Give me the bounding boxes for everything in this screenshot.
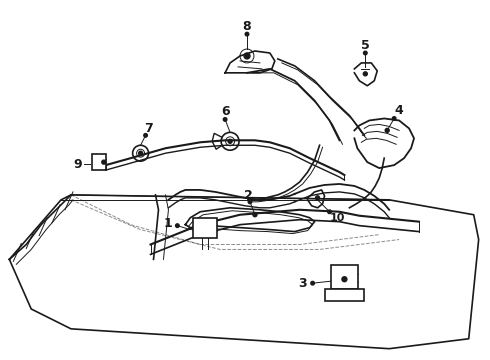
Circle shape (228, 139, 232, 143)
FancyBboxPatch shape (92, 154, 106, 170)
Circle shape (253, 213, 257, 217)
Text: 1: 1 (163, 217, 172, 230)
Circle shape (102, 160, 106, 164)
Circle shape (363, 72, 368, 76)
Circle shape (342, 277, 347, 282)
Text: 2: 2 (244, 189, 252, 202)
Circle shape (311, 282, 315, 285)
Circle shape (392, 117, 396, 120)
Text: 6: 6 (221, 105, 229, 118)
Circle shape (244, 53, 250, 59)
Circle shape (316, 196, 319, 200)
Circle shape (364, 51, 367, 55)
Text: 3: 3 (298, 277, 307, 290)
Text: 10: 10 (330, 213, 345, 223)
Circle shape (175, 224, 179, 228)
FancyBboxPatch shape (193, 218, 217, 238)
Text: 9: 9 (74, 158, 82, 171)
FancyBboxPatch shape (331, 265, 358, 289)
Text: 5: 5 (361, 39, 369, 51)
Text: 4: 4 (395, 104, 403, 117)
Circle shape (139, 151, 143, 155)
Circle shape (245, 32, 249, 36)
Circle shape (328, 210, 331, 213)
Circle shape (144, 134, 147, 137)
Text: 7: 7 (144, 122, 153, 135)
Text: 8: 8 (243, 20, 251, 33)
Circle shape (385, 129, 389, 132)
FancyBboxPatch shape (324, 289, 365, 301)
Circle shape (248, 200, 252, 204)
Circle shape (223, 118, 227, 121)
